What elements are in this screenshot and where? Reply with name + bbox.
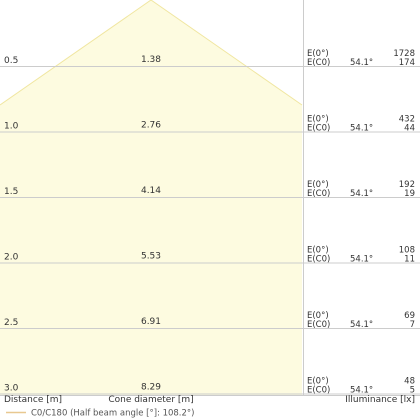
- distance-label: 0.5: [4, 56, 18, 66]
- distance-label: 1.5: [4, 187, 18, 197]
- half-angle-value: 54.1°: [350, 124, 373, 134]
- ec0-label: E(C0): [307, 124, 330, 134]
- ec0-label: E(C0): [307, 255, 330, 265]
- distance-label: 1.0: [4, 122, 19, 132]
- half-angle-value: 54.1°: [350, 58, 373, 68]
- cone-diameter-value: 1.38: [141, 55, 161, 65]
- half-angle-value: 54.1°: [350, 386, 373, 396]
- ec0-value: 19: [404, 189, 415, 199]
- ec0-label: E(C0): [307, 320, 330, 330]
- cone-diameter-value: 4.14: [141, 186, 161, 196]
- ec0-label: E(C0): [307, 189, 330, 199]
- cone-diameter-value: 8.29: [141, 383, 161, 393]
- distance-row: 3.0 8.29 E(0°)E(C0) 54.1° 485: [0, 377, 420, 396]
- cone-diameter-value: 5.53: [141, 252, 161, 262]
- e0-label: E(0°): [307, 246, 329, 256]
- ec0-value: 44: [404, 124, 415, 134]
- e0-label: E(0°): [307, 180, 329, 190]
- e0-label: E(0°): [307, 311, 329, 321]
- half-angle-value: 54.1°: [350, 255, 373, 265]
- cone-edge-left: [0, 0, 152, 106]
- cone-diameter-value: 6.91: [141, 317, 161, 327]
- e0-label: E(0°): [307, 377, 329, 387]
- ec0-label: E(C0): [307, 58, 330, 68]
- cone-diameter-value: 2.76: [141, 121, 161, 131]
- half-angle-value: 54.1°: [350, 320, 373, 330]
- e0-value: 108: [399, 246, 415, 256]
- ec0-label: E(C0): [307, 386, 330, 396]
- e0-value: 1728: [393, 49, 415, 59]
- x-axis-label: Distance [m]: [4, 395, 62, 405]
- e0-label: E(0°): [307, 49, 329, 59]
- distance-label: 2.0: [4, 253, 19, 263]
- e0-value: 432: [399, 115, 415, 125]
- ec0-value: 5: [410, 386, 415, 396]
- half-angle-value: 54.1°: [350, 189, 373, 199]
- ec0-value: 11: [404, 255, 415, 265]
- ec0-value: 7: [410, 320, 415, 330]
- distance-label: 2.5: [4, 318, 18, 328]
- illuminance-label: Illuminance [lx]: [345, 395, 415, 405]
- e0-value: 192: [399, 180, 415, 190]
- cone-edge-right: [150, 0, 303, 106]
- distance-row: 2.5 6.91 E(0°)E(C0) 54.1° 697: [0, 311, 420, 330]
- e0-label: E(0°): [307, 115, 329, 125]
- ec0-value: 174: [399, 58, 415, 68]
- distance-label: 3.0: [4, 384, 19, 394]
- legend-text: C0/C180 (Half beam angle [°]: 108.2°): [31, 409, 195, 419]
- e0-value: 48: [404, 377, 415, 387]
- e0-value: 69: [404, 311, 415, 321]
- cone-diameter-label: Cone diameter [m]: [108, 395, 193, 405]
